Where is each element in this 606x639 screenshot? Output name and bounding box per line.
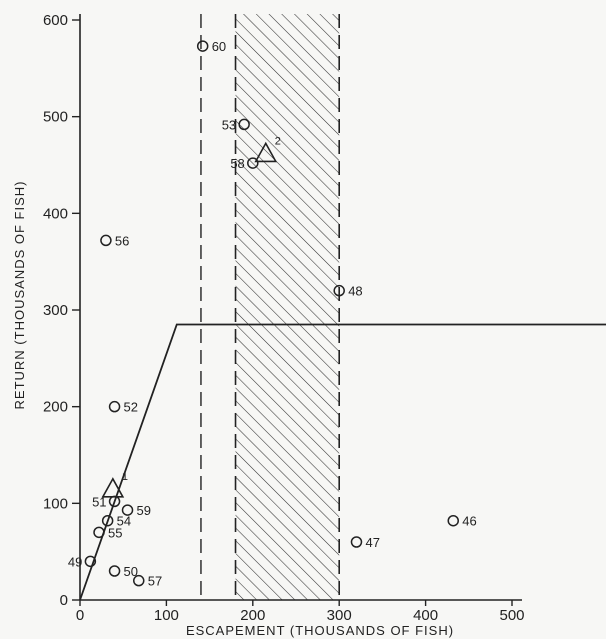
data-point-label: 47 [365,535,379,550]
data-point-label: 56 [115,233,129,248]
y-tick-label: 400 [43,205,68,222]
data-point-label: 51 [92,494,106,509]
data-point-label: 58 [230,156,244,171]
data-point-label: 60 [212,39,226,54]
y-tick-label: 0 [60,592,68,609]
x-tick-label: 100 [154,607,179,624]
triangle-marker [101,477,125,498]
data-point-label: 50 [124,564,138,579]
x-axis-title: ESCAPEMENT (THOUSANDS OF FISH) [186,623,454,638]
x-tick-label: 500 [499,607,524,624]
y-tick-label: 200 [43,399,68,416]
x-tick-label: 0 [76,607,84,624]
data-point [350,536,363,548]
data-point [101,514,114,527]
triangle-marker-label: 2 [275,135,281,147]
y-tick-label: 100 [43,495,68,512]
data-point [196,40,209,52]
data-point [238,118,250,131]
data-point [447,514,459,527]
data-point-label: 53 [222,117,236,132]
data-point-label: 54 [117,514,131,529]
data-point-label: 55 [108,525,122,540]
x-tick-label: 300 [327,607,352,624]
hatched-band [235,14,340,600]
data-point [84,555,97,568]
data-point [121,504,134,516]
x-tick-label: 200 [240,607,265,624]
data-point [108,400,121,413]
data-point-label: 52 [124,400,138,415]
data-point-label: 46 [462,514,476,529]
y-axis-title: RETURN (THOUSANDS OF FISH) [12,181,27,410]
data-point-label: 48 [348,284,362,299]
data-point-label: 49 [68,554,82,569]
data-point [133,574,145,587]
data-point-label: 57 [148,574,162,589]
data-point [108,565,121,577]
triangle-marker-label: 1 [122,471,128,483]
data-point [100,234,112,247]
triangle-marker [254,141,278,163]
y-tick-label: 500 [43,109,68,126]
data-point-label: 59 [137,503,151,518]
data-point [333,284,345,297]
reproduction-line [79,323,606,601]
data-point [93,526,105,539]
y-tick-label: 300 [43,302,68,319]
data-point [247,157,259,169]
x-tick-label: 400 [413,607,438,624]
y-tick-label: 600 [43,12,68,29]
